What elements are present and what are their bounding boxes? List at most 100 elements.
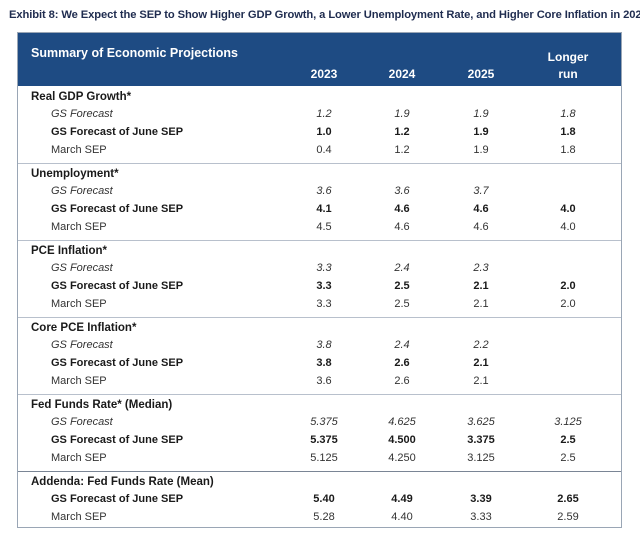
- section-title: Core PCE Inflation*: [31, 322, 137, 334]
- cell-2023: 3.3: [316, 298, 332, 310]
- cell-2024: 4.6: [394, 221, 410, 233]
- table-row: GS Forecast of June SEP 5.40 4.49 3.39 2.65: [17, 491, 622, 509]
- cell-2023: 5.375: [310, 434, 338, 446]
- cell-2025: 2.1: [473, 357, 489, 369]
- cell-2025: 3.625: [467, 416, 495, 428]
- cell-2023: 4.5: [316, 221, 332, 233]
- cell-2023: 4.1: [316, 203, 332, 215]
- cell-2025: 4.6: [473, 221, 489, 233]
- table-row: GS Forecast of June SEP 5.375 4.500 3.375 2.…: [17, 432, 622, 450]
- cell-2024: 1.2: [394, 144, 410, 156]
- cell-2024: 4.625: [388, 416, 416, 428]
- section-divider: [17, 394, 622, 395]
- cell-2023: 3.3: [316, 262, 332, 274]
- cell-2023: 5.375: [310, 416, 338, 428]
- cell-longer-run: 2.5: [560, 434, 576, 446]
- row-label: March SEP: [51, 144, 107, 156]
- cell-longer-run: 2.0: [560, 298, 576, 310]
- cell-longer-run: 1.8: [560, 108, 576, 120]
- table-row: March SEP 0.4 1.2 1.9 1.8: [17, 142, 622, 160]
- cell-2024: 4.40: [391, 511, 413, 523]
- cell-2023: 5.28: [313, 511, 335, 523]
- table-row: GS Forecast 3.3 2.4 2.3: [17, 260, 622, 278]
- cell-2025: 1.9: [473, 144, 489, 156]
- cell-2025: 3.39: [470, 493, 492, 505]
- table-row: GS Forecast 5.375 4.625 3.625 3.125: [17, 414, 622, 432]
- table-row: GS Forecast of June SEP 3.3 2.5 2.1 2.0: [17, 278, 622, 296]
- table-row: March SEP 3.3 2.5 2.1 2.0: [17, 296, 622, 314]
- column-header-longer-run: Longer run: [547, 50, 589, 81]
- cell-longer-run: 1.8: [560, 144, 576, 156]
- cell-longer-run: 1.8: [560, 126, 576, 138]
- section-title: PCE Inflation*: [31, 245, 108, 257]
- cell-2023: 3.3: [316, 280, 332, 292]
- cell-longer-run: 2.59: [557, 511, 579, 523]
- row-label: GS Forecast of June SEP: [51, 434, 184, 446]
- cell-2023: 1.0: [316, 126, 332, 138]
- table-row: GS Forecast 1.2 1.9 1.9 1.8: [17, 106, 622, 124]
- table-row: GS Forecast of June SEP 3.8 2.6 2.1: [17, 355, 622, 373]
- cell-2025: 2.1: [473, 298, 489, 310]
- cell-2025: 2.1: [473, 375, 489, 387]
- cell-2024: 4.49: [391, 493, 413, 505]
- cell-2024: 2.6: [394, 357, 410, 369]
- section-divider: [17, 163, 622, 164]
- cell-2023: 3.6: [316, 185, 332, 197]
- table-row: GS Forecast of June SEP 4.1 4.6 4.6 4.0: [17, 201, 622, 219]
- cell-2024: 2.4: [394, 339, 410, 351]
- table-frame: [17, 32, 622, 528]
- cell-2024: 2.5: [394, 280, 410, 292]
- cell-2023: 5.125: [310, 452, 338, 464]
- cell-longer-run: 2.0: [560, 280, 576, 292]
- section-divider: [17, 240, 622, 241]
- table-row: GS Forecast of June SEP 1.0 1.2 1.9 1.8: [17, 124, 622, 142]
- table-row: GS Forecast 3.6 3.6 3.7: [17, 183, 622, 201]
- row-label: GS Forecast of June SEP: [51, 203, 184, 215]
- row-label: March SEP: [51, 452, 107, 464]
- section-title: Fed Funds Rate* (Median): [31, 399, 173, 411]
- section-divider: [17, 317, 622, 318]
- row-label: GS Forecast: [51, 339, 113, 351]
- row-label: GS Forecast: [51, 416, 113, 428]
- cell-2023: 3.8: [316, 339, 332, 351]
- cell-2024: 4.250: [388, 452, 416, 464]
- table-title: Summary of Economic Projections: [31, 46, 238, 60]
- cell-longer-run: 3.125: [554, 416, 582, 428]
- cell-2025: 3.125: [467, 452, 495, 464]
- column-header-2024: 2024: [388, 67, 416, 81]
- cell-2023: 3.8: [316, 357, 332, 369]
- cell-longer-run: 4.0: [560, 221, 576, 233]
- cell-longer-run: 2.65: [557, 493, 579, 505]
- cell-2024: 2.4: [394, 262, 410, 274]
- exhibit-title: Exhibit 8: We Expect the SEP to Show Hig…: [9, 9, 640, 21]
- table-row: March SEP 4.5 4.6 4.6 4.0: [17, 219, 622, 237]
- row-label: GS Forecast: [51, 108, 113, 120]
- cell-2024: 1.9: [394, 108, 410, 120]
- cell-2024: 4.6: [394, 203, 410, 215]
- cell-2023: 3.6: [316, 375, 332, 387]
- row-label: March SEP: [51, 511, 107, 523]
- table-row: GS Forecast 3.8 2.4 2.2: [17, 337, 622, 355]
- row-label: March SEP: [51, 375, 107, 387]
- table-header: Summary of Economic Projections 2023 202…: [17, 32, 622, 86]
- table-row: March SEP 3.6 2.6 2.1: [17, 373, 622, 391]
- cell-2024: 3.6: [394, 185, 410, 197]
- row-label: GS Forecast: [51, 185, 113, 197]
- cell-2025: 2.3: [473, 262, 489, 274]
- cell-2025: 2.2: [473, 339, 489, 351]
- row-label: March SEP: [51, 221, 107, 233]
- table-row: March SEP 5.28 4.40 3.33 2.59: [17, 509, 622, 527]
- cell-2025: 1.9: [473, 126, 489, 138]
- row-label: GS Forecast of June SEP: [51, 493, 184, 505]
- cell-2024: 2.6: [394, 375, 410, 387]
- cell-2025: 3.7: [473, 185, 489, 197]
- cell-2025: 4.6: [473, 203, 489, 215]
- section-divider: [17, 471, 622, 472]
- column-header-2025: 2025: [467, 67, 495, 81]
- section-title: Addenda: Fed Funds Rate (Mean): [31, 476, 214, 488]
- row-label: GS Forecast of June SEP: [51, 126, 184, 138]
- cell-2025: 2.1: [473, 280, 489, 292]
- cell-2023: 0.4: [316, 144, 332, 156]
- cell-2024: 4.500: [388, 434, 416, 446]
- cell-2023: 5.40: [313, 493, 335, 505]
